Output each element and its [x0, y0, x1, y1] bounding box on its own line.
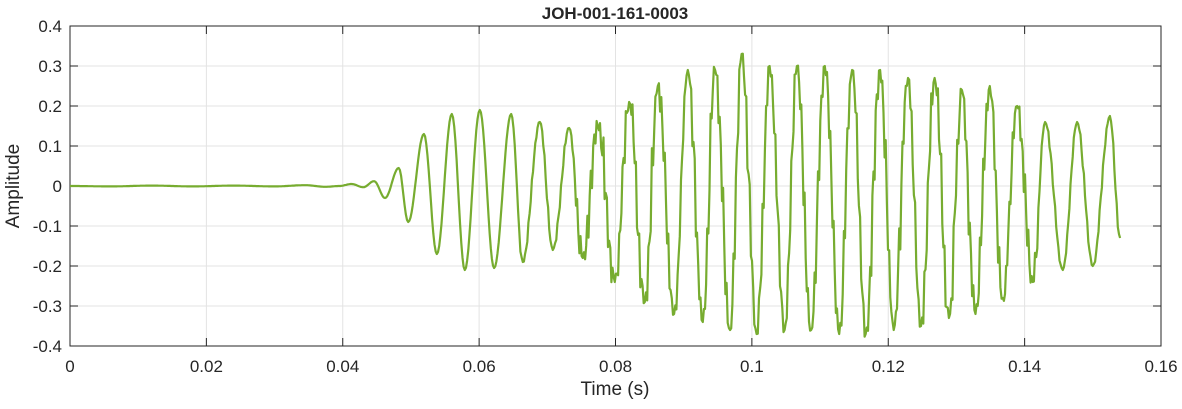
x-tick-label: 0.02	[190, 357, 223, 376]
y-tick-label: 0.1	[38, 137, 62, 156]
y-tick-label: 0.3	[38, 57, 62, 76]
y-tick-label: 0.4	[38, 17, 62, 36]
y-axis-label: Amplitude	[3, 144, 24, 229]
chart-title: JOH-001-161-0003	[542, 4, 688, 23]
series-line-JOH-001-161-0003	[69, 52, 1122, 338]
y-tick-label: -0.3	[33, 297, 62, 316]
x-tick-label: 0.14	[1008, 357, 1041, 376]
x-axis-label: Time (s)	[581, 379, 650, 400]
x-tick-label: 0.1	[740, 357, 764, 376]
y-tick-label: 0.2	[38, 97, 62, 116]
x-tick-label: 0.06	[463, 357, 496, 376]
y-tick-label: -0.4	[33, 337, 62, 356]
y-tick-label: -0.2	[33, 257, 62, 276]
x-tick-label: 0	[65, 357, 74, 376]
y-tick-label: -0.1	[33, 217, 62, 236]
x-tick-label: 0.08	[599, 357, 632, 376]
x-tick-label: 0.16	[1144, 357, 1177, 376]
x-tick-label: 0.04	[326, 357, 359, 376]
x-tick-label: 0.12	[872, 357, 905, 376]
y-tick-label: 0	[53, 177, 62, 196]
ticks: 0 0.02 0.04 0.06 0.08 0.1 0.12 0.14 0.16 -0.4 -0.3…	[33, 17, 1178, 376]
